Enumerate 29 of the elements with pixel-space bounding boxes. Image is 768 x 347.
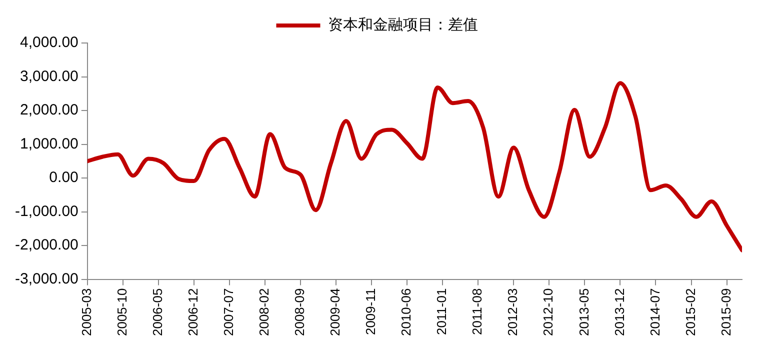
x-tick-label: 2009-04 bbox=[328, 288, 343, 336]
y-tick-label: 0.00 bbox=[49, 169, 78, 186]
legend-label: 资本和金融项目：差值 bbox=[328, 16, 478, 34]
y-tick-label: 2,000.00 bbox=[20, 102, 78, 119]
line-series bbox=[87, 81, 742, 252]
x-tick-label: 2005-03 bbox=[78, 288, 94, 336]
x-tick-label: 2014-07 bbox=[647, 288, 662, 336]
x-tick-label: 2013-12 bbox=[612, 288, 627, 336]
x-tick-label: 2015-02 bbox=[682, 288, 698, 336]
x-tick-label: 2008-02 bbox=[256, 288, 272, 336]
y-tick-label: 3,000.00 bbox=[20, 68, 78, 85]
y-tick-label: 1,000.00 bbox=[20, 135, 78, 152]
x-tick-label: 2012-03 bbox=[505, 288, 520, 336]
x-tick-label: 2006-05 bbox=[150, 288, 166, 336]
x-tick-label: 2007-07 bbox=[221, 288, 236, 336]
y-tick-label: -2,000.00 bbox=[14, 236, 78, 254]
x-tick-label: 2013-05 bbox=[576, 288, 592, 336]
x-tick-label: 2009-11 bbox=[363, 288, 378, 336]
x-tick-label: 2011-08 bbox=[470, 288, 485, 336]
y-tick-label: -1,000.00 bbox=[14, 202, 78, 220]
x-tick-label: 2005-10 bbox=[114, 288, 130, 336]
y-tick-label: -3,000.00 bbox=[14, 270, 78, 288]
x-tick-label: 2012-10 bbox=[540, 288, 556, 336]
y-tick-label: 4,000.00 bbox=[20, 34, 78, 52]
x-tick-label: 2006-12 bbox=[186, 288, 201, 336]
x-tick-label: 2015-09 bbox=[718, 288, 734, 336]
x-tick-label: 2010-06 bbox=[398, 288, 414, 336]
x-tick-label: 2008-09 bbox=[292, 288, 308, 336]
x-tick-label: 2011-01 bbox=[434, 288, 450, 336]
